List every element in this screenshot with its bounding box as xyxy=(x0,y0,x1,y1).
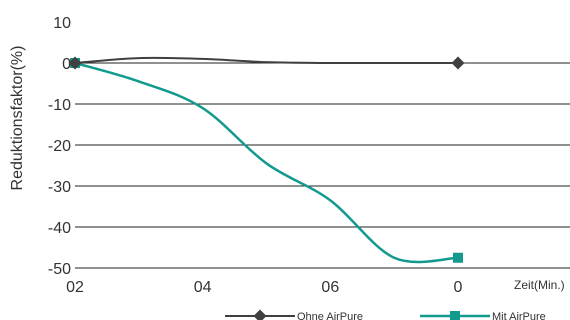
y-tick-label: -30 xyxy=(48,179,71,196)
square-marker xyxy=(453,252,463,263)
y-tick-label: -20 xyxy=(48,138,71,155)
series-line xyxy=(74,56,458,65)
legend-square-marker xyxy=(450,311,460,320)
y-axis-label: Reduktionsfaktor(%) xyxy=(9,46,26,191)
legend-label: Mit AirPure xyxy=(492,311,546,320)
y-tick-label: 0 xyxy=(62,56,71,73)
y-tick-label: -10 xyxy=(48,97,71,114)
series-line xyxy=(74,61,459,264)
y-tick-label: 10 xyxy=(53,15,71,32)
x-axis-label: Zeit(Min.) xyxy=(514,278,565,292)
diamond-marker xyxy=(451,56,465,70)
x-tick-label: 06 xyxy=(321,279,339,296)
x-tick-labels: 02 04 06 0 xyxy=(66,279,462,296)
y-tick-labels: 10 0 -10 -20 -30 -40 -50 xyxy=(48,15,71,278)
x-tick-label: 04 xyxy=(194,279,212,296)
legend: Ohne AirPure Mit AirPure xyxy=(225,309,546,320)
series-lines xyxy=(74,56,459,264)
diamond-marker xyxy=(68,56,82,70)
series-markers xyxy=(68,56,465,263)
y-tick-label: -40 xyxy=(48,220,71,237)
x-tick-label: 02 xyxy=(66,279,84,296)
y-tick-label: -50 xyxy=(48,261,71,278)
grid-lines xyxy=(75,62,570,269)
x-tick-label: 0 xyxy=(454,279,463,296)
legend-label: Ohne AirPure xyxy=(297,311,363,320)
legend-diamond-marker xyxy=(253,309,267,320)
